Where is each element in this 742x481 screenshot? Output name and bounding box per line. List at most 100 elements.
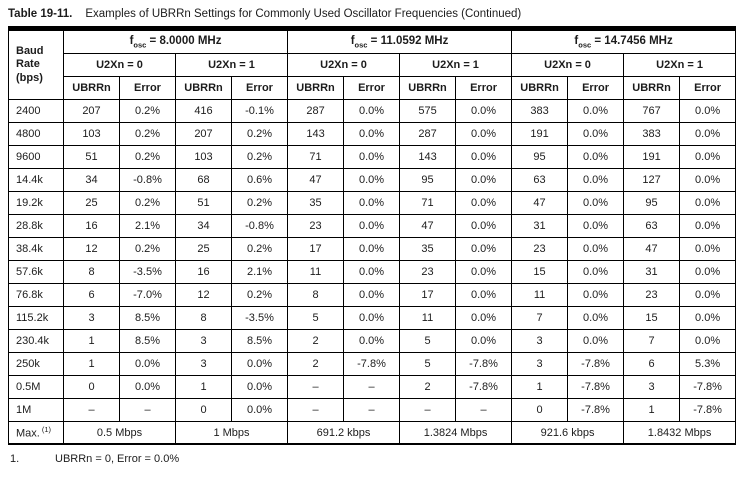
value-cell: 0.0% xyxy=(455,191,513,215)
value-cell: 0.0% xyxy=(455,99,513,123)
value-cell: 0.0% xyxy=(679,329,737,353)
fosc-symbol: f xyxy=(350,34,355,47)
value-cell: 1 xyxy=(511,375,569,399)
value-cell: -3.5% xyxy=(119,260,176,284)
value-cell: 287 xyxy=(399,122,457,146)
value-cell: 767 xyxy=(623,99,681,123)
value-cell: 1 xyxy=(63,329,120,353)
table-caption: Examples of UBRRn Settings for Commonly … xyxy=(85,8,522,20)
table-row: 28.8k 16 2.1% 34 -0.8% 23 0.0% 47 0.0% 3… xyxy=(8,214,737,238)
u2x-header: U2Xn = 0 xyxy=(287,53,401,77)
value-cell: 5 xyxy=(287,306,345,330)
value-cell: 25 xyxy=(175,237,232,261)
u2x-header: U2Xn = 1 xyxy=(623,53,737,77)
table-row: 2400 207 0.2% 416 -0.1% 287 0.0% 575 0.0… xyxy=(8,99,737,123)
value-cell: 0.2% xyxy=(230,283,289,307)
value-cell: 23 xyxy=(511,237,569,261)
value-cell: – xyxy=(455,398,513,422)
value-cell: 0.0% xyxy=(343,191,401,215)
value-cell: 0.0% xyxy=(343,122,401,146)
value-cell: 11 xyxy=(511,283,569,307)
value-cell: 0.0% xyxy=(567,237,625,261)
value-cell: 0.2% xyxy=(230,191,289,215)
value-cell: 0.0% xyxy=(230,375,289,399)
ubrr-column-header: UBRRn xyxy=(399,76,457,100)
value-cell: -3.5% xyxy=(230,306,289,330)
value-cell: 1 xyxy=(63,352,120,376)
value-cell: 0.0% xyxy=(679,283,737,307)
value-cell: -0.8% xyxy=(119,168,176,192)
value-cell: 47 xyxy=(399,214,457,238)
baud-header-line: Rate xyxy=(16,58,40,71)
baud-rate-cell: 1M xyxy=(8,398,64,422)
value-cell: 0.0% xyxy=(567,306,625,330)
value-cell: 95 xyxy=(623,191,681,215)
ubrr-column-header: UBRRn xyxy=(511,76,569,100)
fosc-subscript: osc xyxy=(133,40,147,50)
error-column-header: Error xyxy=(567,76,625,100)
value-cell: 35 xyxy=(287,191,345,215)
value-cell: 0.0% xyxy=(679,145,737,169)
value-cell: – xyxy=(343,398,401,422)
value-cell: 0.0% xyxy=(455,122,513,146)
value-cell: 575 xyxy=(399,99,457,123)
value-cell: 0 xyxy=(175,398,232,422)
table-row: 230.4k 1 8.5% 3 8.5% 2 0.0% 5 0.0% 3 0.0… xyxy=(8,329,737,353)
value-cell: 0.0% xyxy=(343,237,401,261)
fosc-header-14mhz: fosc = 14.7456 MHz xyxy=(511,28,737,54)
footnote-number: 1. xyxy=(10,453,20,465)
ubrr-column-header: UBRRn xyxy=(287,76,345,100)
baud-rate-cell: 19.2k xyxy=(8,191,64,215)
fosc-frequency: = 8.0000 MHz xyxy=(146,34,222,47)
value-cell: 0.0% xyxy=(230,352,289,376)
table-row: 4800 103 0.2% 207 0.2% 143 0.0% 287 0.0%… xyxy=(8,122,737,146)
fosc-symbol: f xyxy=(574,34,579,47)
fosc-header-8mhz: fosc = 8.0000 MHz xyxy=(62,28,289,54)
baud-rate-cell: 0.5M xyxy=(8,375,64,399)
baud-rate-cell: 115.2k xyxy=(8,306,64,330)
value-cell: 17 xyxy=(287,237,345,261)
value-cell: 5 xyxy=(399,352,457,376)
baud-header-line: Baud xyxy=(16,44,44,57)
table-row: 250k 1 0.0% 3 0.0% 2 -7.8% 5 -7.8% 3 -7.… xyxy=(8,352,737,376)
max-speed-cell: 691.2 kbps xyxy=(287,421,401,445)
value-cell: 1 xyxy=(623,398,681,422)
max-speed-cell: 921.6 kbps xyxy=(511,421,625,445)
value-cell: 3 xyxy=(511,352,569,376)
fosc-symbol: f xyxy=(129,34,134,47)
value-cell: 6 xyxy=(623,352,681,376)
value-cell: 207 xyxy=(175,122,232,146)
value-cell: -0.8% xyxy=(230,214,289,238)
value-cell: -7.8% xyxy=(455,352,513,376)
error-column-header: Error xyxy=(343,76,401,100)
value-cell: 0.0% xyxy=(567,283,625,307)
value-cell: 0.0% xyxy=(343,306,401,330)
value-cell: 0.0% xyxy=(455,283,513,307)
value-cell: 35 xyxy=(399,237,457,261)
value-cell: 0.2% xyxy=(230,122,289,146)
value-cell: 63 xyxy=(511,168,569,192)
baud-rate-cell: 250k xyxy=(8,352,64,376)
value-cell: 34 xyxy=(63,168,120,192)
value-cell: 191 xyxy=(511,122,569,146)
value-cell: 0.0% xyxy=(343,168,401,192)
value-cell: 0.0% xyxy=(119,375,176,399)
value-cell: 0.0% xyxy=(679,168,737,192)
value-cell: 0.0% xyxy=(567,99,625,123)
value-cell: 0.0% xyxy=(679,260,737,284)
column-header-row: UBRRn Error UBRRn Error UBRRn Error UBRR… xyxy=(9,76,737,100)
value-cell: 191 xyxy=(623,145,681,169)
ubrr-column-header: UBRRn xyxy=(175,76,232,100)
value-cell: 0.0% xyxy=(343,145,401,169)
value-cell: 416 xyxy=(175,99,232,123)
value-cell: 16 xyxy=(175,260,232,284)
baud-rate-cell: 230.4k xyxy=(8,329,64,353)
table-title: Table 19-11. Examples of UBRRn Settings f… xyxy=(0,0,742,21)
table-row: 0.5M 0 0.0% 1 0.0% – – 2 -7.8% 1 -7.8% 3… xyxy=(8,375,737,399)
value-cell: 5 xyxy=(399,329,457,353)
value-cell: 2.1% xyxy=(230,260,289,284)
value-cell: 0.0% xyxy=(119,352,176,376)
value-cell: -7.8% xyxy=(567,352,625,376)
value-cell: 95 xyxy=(399,168,457,192)
value-cell: 68 xyxy=(175,168,232,192)
